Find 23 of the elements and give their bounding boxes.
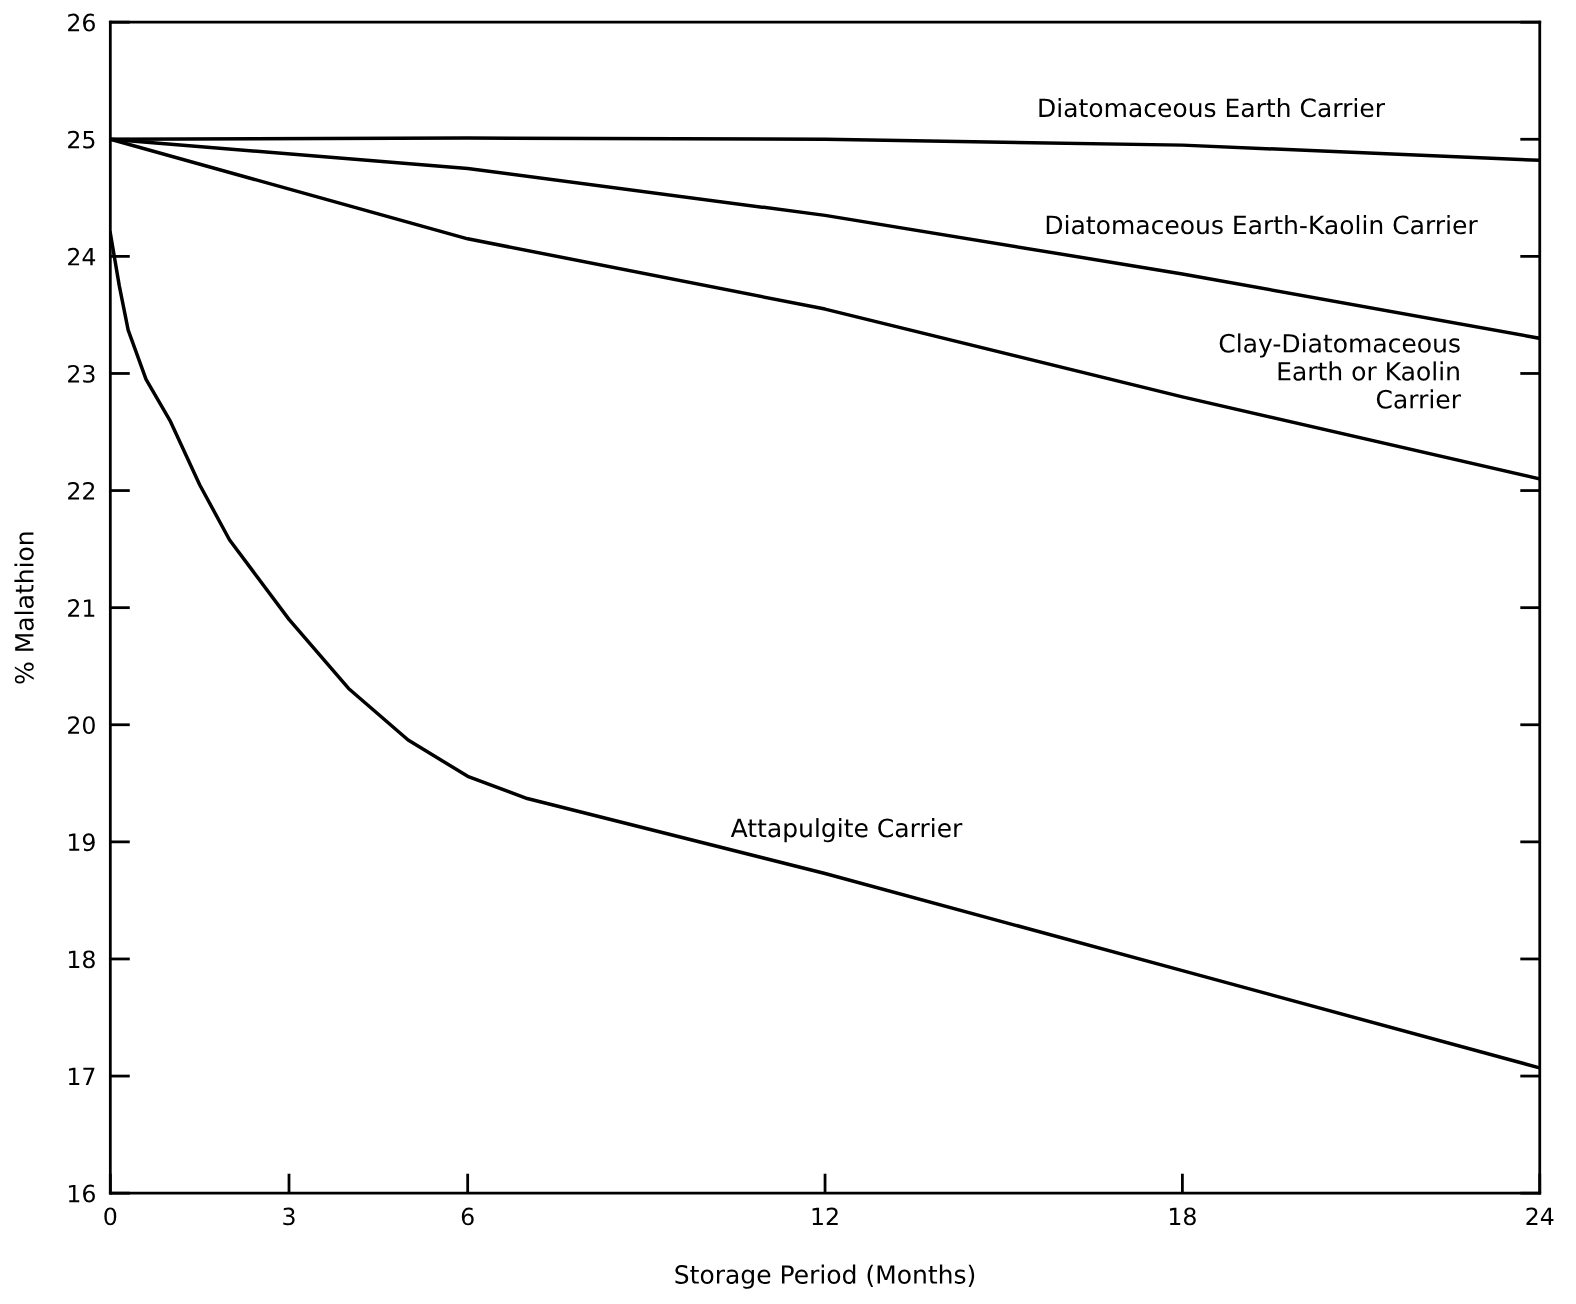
x-tick-label: 12 bbox=[812, 1207, 838, 1225]
x-tick-label: 24 bbox=[1526, 1207, 1554, 1225]
y-tick-label: 19 bbox=[68, 833, 95, 852]
y-tick-label: 17 bbox=[68, 1067, 95, 1086]
y-tick-label: 22 bbox=[68, 482, 95, 500]
series-label: Diatomaceous Earth Carrier bbox=[1039, 97, 1385, 118]
x-axis-title: Storage Period (Months) bbox=[675, 1264, 975, 1289]
series-label: Diatomaceous Earth-Kaolin Carrier bbox=[1046, 214, 1478, 235]
x-tick-label: 3 bbox=[283, 1207, 295, 1226]
y-tick-label: 25 bbox=[68, 130, 95, 149]
x-tick-label: 0 bbox=[104, 1207, 117, 1226]
y-tick-label: 16 bbox=[68, 1184, 95, 1203]
y-tick-label: 20 bbox=[68, 716, 95, 735]
x-tick-label: 18 bbox=[1169, 1207, 1196, 1226]
legend-label: Clay-Diatomaceous Earth or Kaolin Carrier bbox=[1219, 333, 1461, 409]
y-tick-label: 21 bbox=[68, 599, 95, 617]
y-tick-label: 26 bbox=[68, 13, 95, 32]
y-tick-label: 24 bbox=[68, 247, 96, 266]
y-axis-title: % Malathion bbox=[14, 532, 34, 684]
series-label: Attapulgite Carrier bbox=[730, 818, 963, 843]
x-tick-label: 6 bbox=[461, 1207, 474, 1226]
y-tick-label: 18 bbox=[68, 950, 95, 969]
y-tick-label: 23 bbox=[68, 364, 95, 383]
